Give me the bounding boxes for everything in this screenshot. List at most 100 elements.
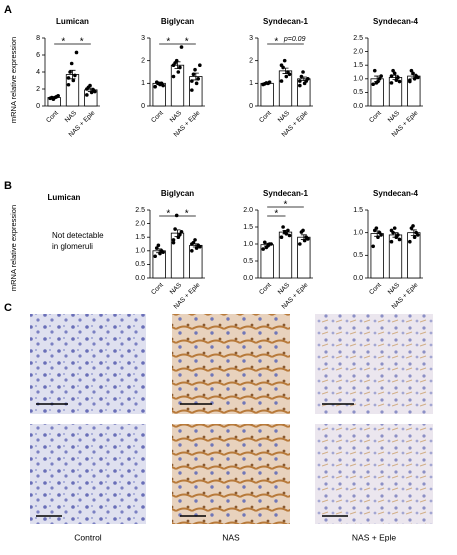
x-tick-label: Cont [258,110,273,125]
data-point [178,65,182,70]
panel-label: A [4,4,12,16]
chart-title: Syndecan-4 [373,17,418,26]
data-point [299,74,304,79]
x-tick-label: Cont [368,110,383,125]
significance-label: * [284,200,288,211]
x-tick-label: NAS [387,281,402,296]
y-tick-label: 1.5 [353,62,363,69]
data-point [409,68,414,73]
data-point [194,81,199,86]
data-point [261,247,265,251]
data-point [190,249,194,253]
data-point [396,75,400,80]
bar [260,82,274,107]
data-point [416,75,420,80]
data-point [153,84,157,89]
chart-title: Syndecan-4 [373,189,418,198]
data-point [179,229,184,234]
y-tick-label: 0 [36,103,40,110]
y-tick-label: 2.0 [353,48,363,55]
data-point [372,68,377,73]
data-point [389,228,394,233]
data-point [374,81,379,85]
chart-title: Biglycan [161,17,194,26]
data-point [397,79,402,84]
data-point [412,77,417,81]
significance-label: * [185,37,189,48]
data-point [88,83,92,88]
data-point [56,94,60,98]
significance-label: * [274,209,278,220]
data-point [179,45,184,49]
x-tick-label: Cont [150,110,165,125]
data-point [190,242,194,246]
data-point [279,79,284,83]
data-point [194,246,199,250]
data-point [176,235,181,239]
data-point [389,81,394,85]
y-tick-label: 1.0 [135,248,145,255]
data-point [66,76,71,80]
y-tick-label: 1 [249,80,253,87]
y-tick-label: 4 [36,69,40,76]
data-point [298,242,302,246]
data-point [286,228,290,233]
data-point [173,227,177,231]
data-point [287,233,292,238]
data-point [298,79,302,83]
significance-label: * [185,209,189,220]
y-axis-label: mRNA relative expression [9,37,18,123]
data-point [171,238,176,242]
data-point [298,83,302,88]
significance-label: * [274,37,278,48]
data-point [284,74,289,79]
y-tick-label: 3 [141,35,145,42]
data-point [69,61,74,66]
y-axis-label: mRNA relative expression [9,205,18,291]
x-tick-label: Cont [258,282,273,297]
data-point [282,58,287,63]
data-point [174,58,179,63]
x-tick-label: NAS [277,109,292,124]
data-point [191,72,196,77]
data-point [394,78,399,82]
y-tick-label: 2.0 [135,220,145,227]
data-point [156,243,161,248]
data-point [379,233,383,237]
panel-label: B [4,180,12,192]
data-point [156,81,161,86]
y-tick-label: 1.5 [243,224,253,231]
data-point [306,237,310,241]
data-point [73,73,77,78]
x-tick-label: Cont [45,110,60,125]
data-point [377,77,382,81]
micrograph [172,424,290,524]
data-point [85,87,89,91]
bar [370,233,384,279]
data-point [392,71,397,76]
caption: Control [74,532,102,542]
data-point [302,238,307,243]
data-point [154,246,159,250]
data-point [176,70,181,74]
y-tick-label: 1 [141,80,145,87]
data-point [374,226,379,230]
caption: NAS [222,532,240,542]
micrograph [315,314,433,414]
data-point [412,235,417,239]
data-point [71,78,76,83]
data-point [196,77,201,81]
chart-title: Biglycan [161,189,194,198]
data-point [396,233,400,237]
x-tick-label: Cont [368,282,383,297]
data-point [161,250,165,254]
error-bar [410,229,417,236]
data-point [376,235,380,239]
y-tick-label: 0.0 [353,275,363,282]
y-tick-label: 0.5 [353,89,363,96]
data-point [190,88,194,92]
data-point [262,240,267,245]
note: in glomeruli [52,242,93,251]
y-tick-label: 2 [141,58,145,65]
data-point [392,226,397,230]
